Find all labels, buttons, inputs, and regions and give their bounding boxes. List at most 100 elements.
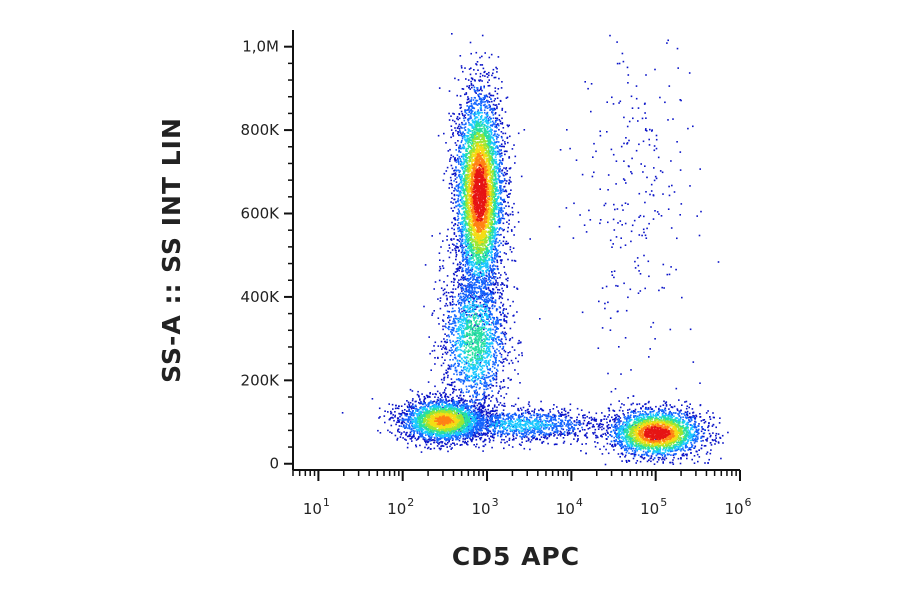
event-point: [490, 400, 492, 402]
event-point: [476, 87, 479, 89]
event-point: [549, 415, 551, 418]
event-point: [494, 430, 496, 432]
event-point: [501, 107, 504, 110]
event-point: [461, 88, 464, 90]
event-point: [464, 403, 466, 406]
event-point: [581, 426, 583, 429]
event-point: [463, 251, 466, 254]
event-point: [624, 416, 626, 418]
event-point: [494, 256, 496, 258]
event-point: [451, 332, 453, 334]
event-point: [495, 361, 497, 364]
event-point: [501, 109, 503, 111]
event-point: [468, 436, 470, 439]
event-point: [649, 410, 652, 413]
event-point: [569, 427, 572, 430]
event-point: [534, 428, 536, 431]
event-point: [634, 448, 637, 450]
event-point: [498, 211, 500, 213]
event-point: [506, 316, 508, 318]
event-point: [647, 407, 650, 409]
event-point: [657, 456, 660, 459]
event-point: [611, 246, 613, 248]
event-point: [474, 290, 477, 293]
event-point: [474, 399, 477, 402]
event-point: [526, 417, 528, 420]
event-point: [416, 393, 419, 396]
event-point: [459, 103, 461, 106]
event-point: [464, 123, 467, 126]
event-point: [423, 305, 425, 308]
event-point: [494, 374, 496, 377]
event-point: [503, 335, 506, 337]
event-point: [518, 416, 520, 418]
event-point: [593, 142, 595, 145]
event-point: [516, 311, 518, 313]
event-point: [469, 41, 472, 44]
event-point: [456, 190, 459, 192]
event-point: [512, 433, 515, 435]
event-point: [497, 233, 499, 236]
event-point: [457, 320, 460, 322]
event-point: [477, 408, 480, 411]
event-point: [453, 385, 456, 388]
event-point: [714, 443, 716, 445]
event-point: [620, 447, 623, 450]
event-point: [494, 123, 496, 125]
event-point: [399, 436, 402, 438]
event-point: [563, 423, 566, 425]
event-point: [624, 454, 627, 457]
event-point: [535, 438, 537, 441]
event-point: [612, 418, 614, 421]
event-point: [487, 411, 490, 414]
event-point: [505, 168, 507, 170]
event-point: [624, 418, 626, 420]
event-point: [405, 426, 408, 429]
event-point: [485, 296, 488, 299]
event-point: [619, 441, 622, 444]
event-point: [420, 435, 422, 438]
event-point: [434, 363, 436, 365]
event-point: [494, 414, 496, 417]
event-point: [488, 101, 491, 103]
event-point: [471, 276, 474, 278]
event-point: [426, 447, 429, 450]
event-point: [479, 429, 481, 431]
event-point: [509, 248, 512, 251]
event-point: [443, 379, 445, 381]
event-point: [478, 96, 481, 98]
event-point: [414, 408, 416, 410]
event-point: [448, 310, 451, 313]
event-point: [457, 79, 460, 81]
event-point: [479, 414, 481, 416]
event-point: [481, 421, 484, 424]
event-point: [484, 284, 487, 286]
event-point: [482, 74, 484, 77]
event-point: [488, 412, 490, 415]
event-point: [474, 434, 477, 436]
event-point: [486, 418, 489, 421]
event-point: [458, 439, 461, 442]
event-point: [444, 351, 447, 354]
event-point: [452, 329, 455, 332]
event-point: [506, 136, 509, 139]
event-point: [504, 271, 506, 274]
event-point: [534, 435, 536, 438]
event-point: [445, 326, 447, 329]
event-point: [655, 405, 657, 408]
event-point: [451, 439, 454, 441]
event-point: [494, 413, 497, 416]
event-point: [612, 445, 614, 448]
event-point: [401, 411, 404, 414]
event-point: [466, 118, 469, 121]
event-point: [450, 136, 452, 139]
event-point: [701, 428, 704, 430]
event-point: [417, 410, 419, 412]
event-point: [644, 165, 646, 167]
event-point: [452, 437, 454, 440]
event-point: [481, 416, 484, 418]
event-point: [492, 385, 495, 387]
event-point: [647, 260, 650, 263]
event-point: [419, 435, 421, 438]
